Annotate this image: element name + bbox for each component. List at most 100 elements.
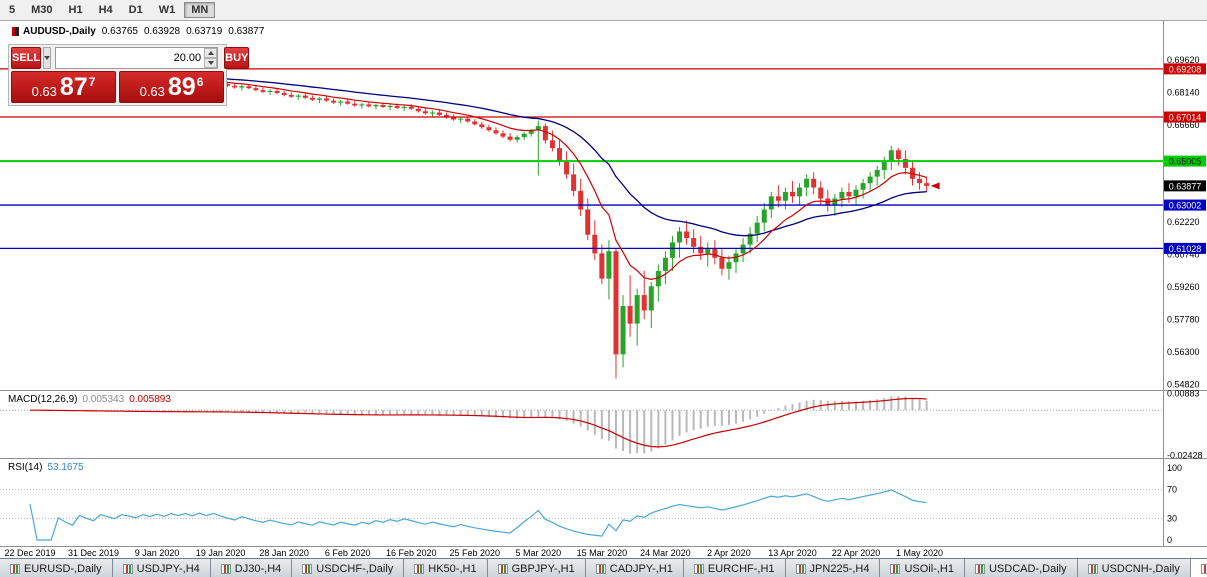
chart-tab-audusd-daily[interactable]: AUDUSD-,Daily <box>1190 559 1207 577</box>
candle <box>733 249 739 274</box>
buy-price-sup: 6 <box>196 75 204 89</box>
volume-increase-button[interactable] <box>204 48 218 58</box>
buy-price-button[interactable]: 0.63 89 6 <box>119 71 224 103</box>
sell-price-button[interactable]: 0.63 87 7 <box>11 71 116 103</box>
candles-layer <box>27 69 930 379</box>
price-axis-label: 0.56300 <box>1167 347 1200 357</box>
macd-axis-label: 0.00883 <box>1167 389 1200 399</box>
macd-label-text: MACD(12,26,9) <box>8 394 78 405</box>
date-axis-label: 15 Mar 2020 <box>577 548 628 558</box>
candle <box>472 119 478 126</box>
sell-price-sup: 7 <box>88 75 96 89</box>
chart-tab-eurchf-h1[interactable]: EURCHF-,H1 <box>683 559 786 577</box>
chart-tab-label: EURCHF-,H1 <box>707 562 775 575</box>
svg-text:0.63002: 0.63002 <box>1169 201 1202 211</box>
timeframe-button-H4[interactable]: H4 <box>98 4 113 16</box>
timeframe-button-D1[interactable]: D1 <box>128 4 143 16</box>
spinner-down-icon <box>207 61 214 65</box>
timeframe-button-M30[interactable]: M30 <box>31 4 53 16</box>
date-axis-label: 28 Jan 2020 <box>259 548 309 558</box>
chart-tab-label: USDCNH-,Daily <box>1101 562 1180 575</box>
chart-tab-label: CADJPY-,H1 <box>609 562 673 575</box>
sell-options-dropdown-button[interactable] <box>43 47 52 69</box>
buy-button[interactable]: BUY <box>224 47 250 69</box>
chart-tab-label: EURUSD-,Daily <box>24 562 102 575</box>
chart-tab-label: USDCHF-,Daily <box>316 562 394 575</box>
chart-tab-usoil-h1[interactable]: USOil-,H1 <box>880 559 965 577</box>
chart-tab-icon <box>220 563 231 574</box>
chart-tab-cadjpy-h1[interactable]: CADJPY-,H1 <box>585 559 684 577</box>
candle <box>324 96 330 102</box>
candle <box>839 187 845 208</box>
volume-spinner <box>204 48 218 68</box>
timeframe-button-H1[interactable]: H1 <box>68 4 83 16</box>
chart-tab-gbpjpy-h1[interactable]: GBPJPY-,H1 <box>487 559 586 577</box>
sell-button[interactable]: SELL <box>11 47 42 69</box>
chart-tab-icon <box>1200 563 1207 574</box>
candle <box>804 174 810 197</box>
candle <box>514 135 520 143</box>
candle <box>274 88 280 95</box>
candle <box>366 101 372 108</box>
candle <box>902 150 908 175</box>
candle <box>444 112 450 119</box>
chart-tab-icon <box>890 563 901 574</box>
chart-title: AUDUSD-,Daily 0.63765 0.63928 0.63719 0.… <box>12 26 264 37</box>
candle <box>521 132 527 140</box>
candle <box>479 121 485 129</box>
chart-tab-usdjpy-h4[interactable]: USDJPY-,H4 <box>112 559 211 577</box>
candle <box>888 145 894 170</box>
timeframe-button-MN[interactable]: MN <box>184 2 216 18</box>
candle <box>281 90 287 97</box>
chart-tab-usdcad-daily[interactable]: USDCAD-,Daily <box>964 559 1078 577</box>
chart-tab-icon <box>693 563 704 574</box>
candle <box>302 93 308 99</box>
rsi-axis-label: 70 <box>1167 485 1177 495</box>
buy-price-prefix: 0.63 <box>139 83 165 99</box>
timeframe-button-W1[interactable]: W1 <box>158 4 176 16</box>
volume-decrease-button[interactable] <box>204 58 218 68</box>
candle <box>599 244 605 285</box>
svg-text:0.63877: 0.63877 <box>1169 181 1202 191</box>
date-axis-label: 22 Dec 2019 <box>4 548 55 558</box>
date-axis-label: 19 Jan 2020 <box>196 548 246 558</box>
date-axis-label: 13 Apr 2020 <box>768 548 817 558</box>
price-axis-label: 0.68140 <box>1167 87 1200 97</box>
macd-indicator-label: MACD(12,26,9) 0.005343 0.005893 <box>8 394 171 405</box>
date-axis-label: 1 May 2020 <box>896 548 943 558</box>
buy-price-big: 89 <box>167 72 196 101</box>
candle <box>401 105 407 111</box>
chart-symbol-label: AUDUSD-,Daily <box>23 26 96 37</box>
chart-tab-eurusd-daily[interactable]: EURUSD-,Daily <box>0 559 113 577</box>
chart-tab-icon <box>302 563 313 574</box>
timeframe-bar: 5 M30 H1 H4 D1 W1 MN <box>0 0 217 20</box>
candle <box>761 202 767 232</box>
chart-tab-usdchf-daily[interactable]: USDCHF-,Daily <box>292 559 405 577</box>
candle <box>429 110 435 117</box>
ohlc-open: 0.63765 <box>101 26 138 37</box>
candle <box>331 98 337 104</box>
macd-histogram <box>36 396 928 454</box>
rsi-value: 53.1675 <box>47 462 84 473</box>
candle <box>359 102 365 109</box>
chart-tab-dj30-h4[interactable]: DJ30-,H4 <box>210 559 293 577</box>
timeframe-button-5[interactable]: 5 <box>9 4 16 16</box>
candle <box>655 264 661 302</box>
chart-tab-jpn225-h4[interactable]: JPN225-,H4 <box>785 559 881 577</box>
chevron-down-icon <box>44 56 51 60</box>
volume-input[interactable] <box>56 48 205 68</box>
candle <box>500 130 506 139</box>
candle <box>493 127 499 135</box>
chart-tab-icon <box>974 563 985 574</box>
chart-tab-icon <box>497 563 508 574</box>
candle <box>789 180 795 203</box>
chart-tab-icon <box>795 563 806 574</box>
candle <box>775 185 781 208</box>
price-axis-label: 0.54820 <box>1167 380 1200 390</box>
candle <box>578 178 584 217</box>
chart-tab-usdcnh-daily[interactable]: USDCNH-,Daily <box>1077 559 1191 577</box>
macd-axis-label: -0.02428 <box>1167 451 1203 461</box>
macd-signal-line <box>29 397 927 448</box>
chart-tab-icon <box>595 563 606 574</box>
chart-tab-hk50-h1[interactable]: HK50-,H1 <box>404 559 488 577</box>
